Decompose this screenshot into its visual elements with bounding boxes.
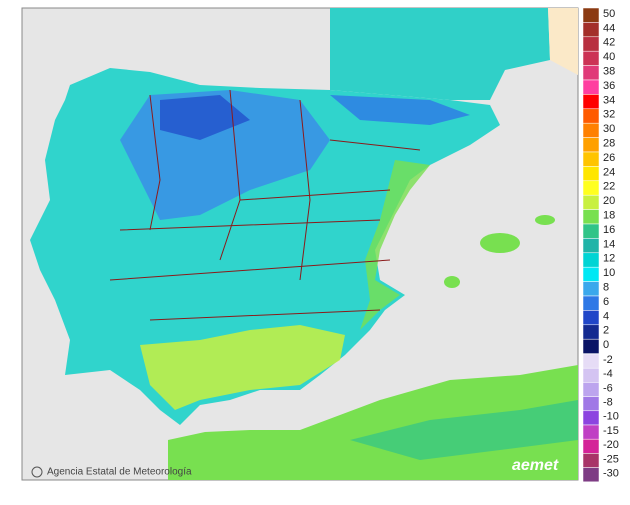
legend-label: 34 [603,94,615,106]
legend-swatch [582,79,600,95]
legend-swatch [582,180,600,196]
legend-swatch [582,324,600,340]
legend-label: -6 [603,382,613,394]
cantabrian [160,95,250,140]
legend-swatch [582,252,600,268]
legend-label: 22 [603,181,615,193]
menorca [535,215,555,225]
legend-label: -4 [603,368,613,380]
africa-mountains [350,400,578,460]
legend-label: 2 [603,325,609,337]
legend-swatch [582,338,600,354]
legend-label: 36 [603,80,615,92]
south-warm [140,325,345,410]
legend-swatch [582,22,600,38]
legend-label: -10 [603,411,619,423]
legend-label: -30 [603,468,619,480]
legend-swatch [582,223,600,239]
legend-swatch [582,166,600,182]
ibiza [444,276,460,288]
legend-label: 26 [603,152,615,164]
legend-swatch [582,94,600,110]
logo: aemet [512,457,559,474]
legend-label: 16 [603,224,615,236]
legend-label: 20 [603,195,615,207]
legend-swatch [582,438,600,454]
legend: 5044424038363432302826242220181614121086… [582,7,619,483]
legend-swatch [582,137,600,153]
pyrenees [330,95,470,125]
legend-swatch [582,7,600,23]
legend-label: 28 [603,138,615,150]
legend-label: 6 [603,296,609,308]
legend-swatch [582,122,600,138]
legend-label: 50 [603,8,615,20]
france [330,8,550,100]
legend-label: 44 [603,22,615,34]
legend-label: 38 [603,66,615,78]
legend-label: 40 [603,51,615,63]
credit: Agencia Estatal de Meteorología [47,467,192,478]
legend-swatch [582,151,600,167]
legend-swatch [582,382,600,397]
legend-label: 24 [603,166,615,178]
legend-label: 30 [603,123,615,135]
legend-label: -15 [603,425,619,437]
legend-swatch [582,108,600,124]
legend-swatch [582,295,600,311]
legend-label: 0 [603,339,609,351]
legend-swatch [582,266,600,282]
out-of-domain [548,8,578,75]
province-borders [109,89,421,321]
legend-swatch [582,50,600,66]
legend-swatch [582,353,600,369]
legend-label: 18 [603,210,615,222]
legend-swatch [582,467,600,483]
legend-label: -20 [603,439,619,451]
legend-label: 12 [603,253,615,265]
legend-label: 32 [603,109,615,121]
legend-swatch [582,410,600,426]
legend-label: 42 [603,37,615,49]
legend-swatch [582,396,600,412]
legend-label: -8 [603,397,613,409]
legend-swatch [582,194,600,210]
legend-swatch [582,310,600,326]
legend-swatch [582,238,600,254]
legend-swatch [582,367,600,383]
legend-swatch [582,424,600,440]
legend-swatch [582,36,600,52]
legend-label: 8 [603,282,609,294]
legend-label: 10 [603,267,615,279]
mallorca [480,233,520,253]
legend-swatch [582,281,600,297]
legend-swatch [582,65,600,81]
legend-label: -25 [603,453,619,465]
legend-label: -2 [603,354,613,366]
mediterranean-coast [360,160,430,330]
legend-swatch [582,209,600,225]
copyright-icon [31,466,43,478]
legend-swatch [582,453,600,468]
legend-label: 14 [603,238,615,250]
legend-label: 4 [603,310,609,322]
